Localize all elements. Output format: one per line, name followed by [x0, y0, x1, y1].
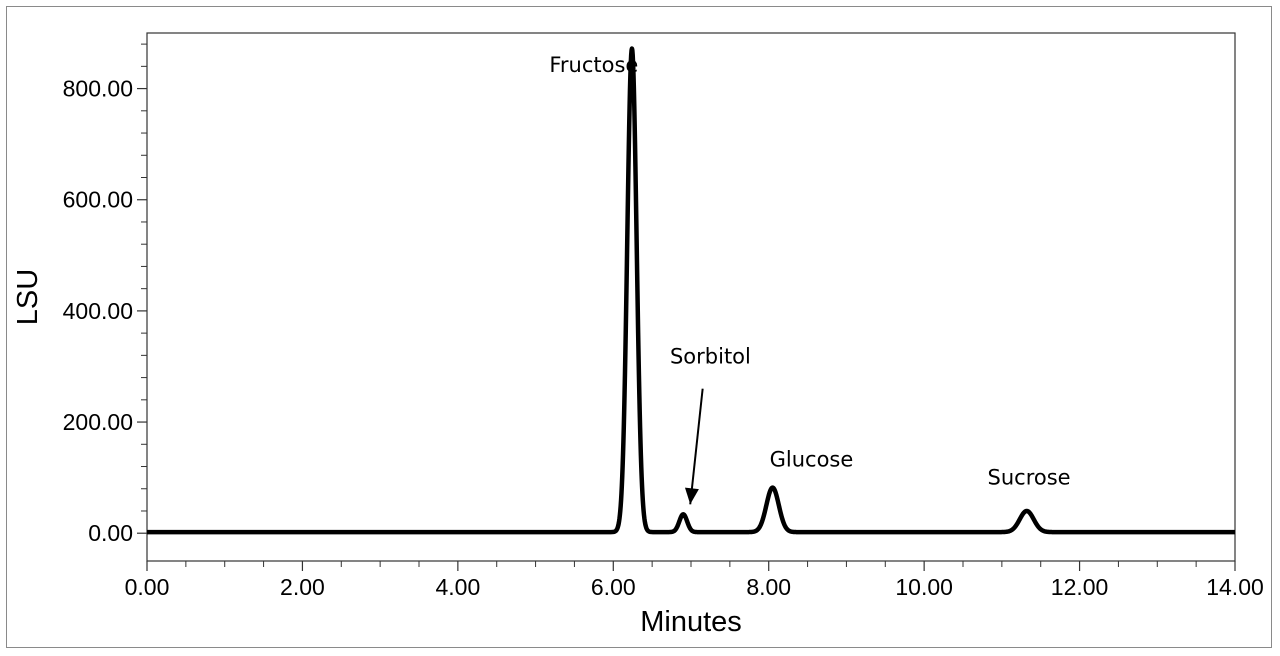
sorbitol-arrow-shaft: [689, 388, 704, 505]
peak-label: Glucose: [770, 448, 854, 472]
y-tick-label: 200.00: [63, 409, 133, 435]
y-tick-label: 800.00: [63, 76, 133, 102]
axes: [146, 32, 1236, 562]
chromatogram-trace: [145, 46, 1237, 535]
x-tick-label: 14.00: [1206, 574, 1264, 600]
x-tick-label: 8.00: [746, 574, 791, 600]
x-tick-label: 2.00: [280, 574, 325, 600]
ticks: 0.00 2.00 4.00 6.00 8.00 10.00 12.00 14.00 0.00 2…: [63, 43, 1264, 600]
y-tick-label: 600.00: [63, 187, 133, 213]
chart-frame: 0.00 2.00 4.00 6.00 8.00 10.00 12.00 14.00 0.00 2…: [6, 6, 1272, 648]
x-tick-label: 12.00: [1051, 574, 1109, 600]
annotations-layer: Fructose Sorbitol Glucose Sucrose: [549, 53, 1071, 505]
series-layer: [145, 46, 1237, 535]
plot-border: [146, 32, 1236, 562]
x-tick-label: 6.00: [591, 574, 636, 600]
y-tick-label: 400.00: [63, 298, 133, 324]
x-tick-label: 0.00: [125, 574, 170, 600]
x-tick-label: 4.00: [435, 574, 480, 600]
peak-label: Sorbitol: [670, 345, 751, 369]
x-tick-label: 10.00: [895, 574, 953, 600]
x-axis-title: Minutes: [640, 606, 742, 638]
peak-label: Fructose: [549, 53, 638, 77]
y-tick-label: 0.00: [88, 520, 133, 546]
sorbitol-arrow-head: [684, 487, 699, 505]
peak-label: Sucrose: [988, 465, 1071, 489]
y-axis-title: LSU: [12, 269, 44, 325]
chromatogram-chart: 0.00 2.00 4.00 6.00 8.00 10.00 12.00 14.00 0.00 2…: [12, 32, 1264, 638]
